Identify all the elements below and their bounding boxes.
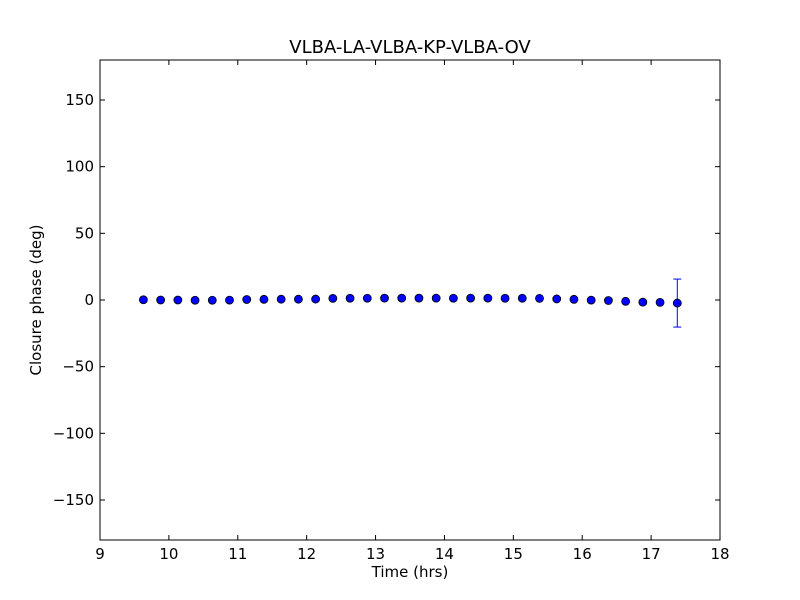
x-tick-label: 16: [573, 545, 592, 563]
data-point: [380, 293, 389, 303]
data-point: [535, 293, 544, 303]
data-point: [604, 296, 613, 305]
data-point: [569, 294, 579, 304]
data-point: [293, 294, 303, 304]
data-point: [276, 294, 286, 304]
data-point: [621, 296, 631, 306]
y-tick-label: −150: [53, 491, 94, 509]
data-point: [466, 293, 476, 303]
data-point: [638, 297, 648, 307]
data-point: [156, 295, 166, 305]
chart-title: VLBA-LA-VLBA-KP-VLBA-OV: [289, 37, 531, 58]
data-points: [138, 293, 682, 308]
x-axis-label: Time (hrs): [371, 563, 449, 581]
y-tick-label: 50: [75, 224, 94, 242]
data-point: [138, 295, 148, 305]
data-point: [397, 293, 407, 303]
x-tick-label: 14: [435, 545, 454, 563]
data-point: [242, 295, 252, 304]
y-tick-label: −50: [62, 358, 94, 376]
data-point: [207, 295, 217, 305]
data-point: [328, 293, 338, 303]
x-tick-label: 10: [159, 545, 178, 563]
data-point: [362, 293, 372, 303]
plot-frame: [99, 59, 721, 541]
data-point: [414, 293, 424, 303]
data-point: [500, 293, 510, 303]
x-tick-label: 12: [297, 545, 316, 563]
y-tick-label: 150: [65, 91, 94, 109]
data-point: [259, 294, 269, 304]
x-tick-label: 15: [504, 545, 523, 563]
data-point: [655, 297, 665, 307]
data-point: [225, 295, 234, 305]
data-point: [173, 295, 183, 305]
y-axis-label: Closure phase (deg): [27, 225, 45, 376]
data-point: [311, 294, 321, 304]
data-point: [672, 298, 682, 308]
data-point: [431, 293, 441, 303]
data-point: [483, 293, 493, 303]
y-tick-label: 100: [65, 158, 94, 176]
data-point: [448, 293, 458, 303]
y-tick-label: −100: [53, 424, 94, 442]
data-point: [552, 294, 562, 304]
data-point: [190, 295, 200, 305]
x-tick-label: 13: [366, 545, 385, 563]
x-tick-label: 11: [228, 545, 247, 563]
x-tick-label: 18: [710, 545, 729, 563]
data-point: [517, 293, 527, 303]
x-tick-label: 17: [642, 545, 661, 563]
x-tick-label: 9: [95, 545, 105, 563]
data-point: [586, 295, 596, 305]
data-point: [345, 293, 355, 303]
axis-ticks: 9 10 11 12 13 14 15 16 17 18 −150 −100 −50 0 50 100 150: [53, 60, 730, 563]
y-tick-label: 0: [84, 291, 94, 309]
